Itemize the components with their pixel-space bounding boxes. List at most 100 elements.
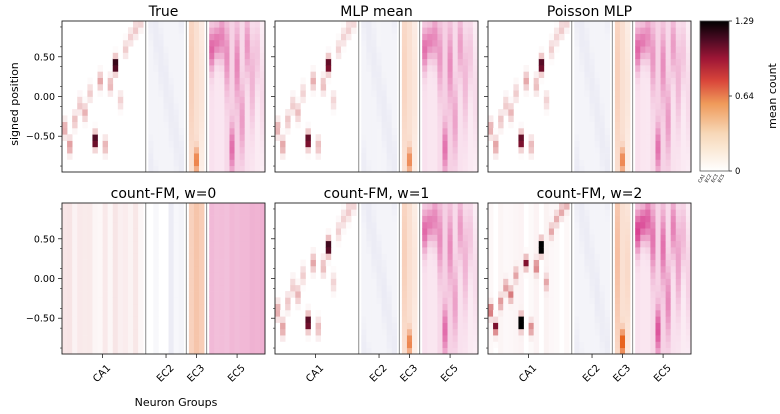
heatmap-cell <box>361 127 367 135</box>
heatmap-cell <box>680 253 687 260</box>
heatmap-cell <box>640 159 646 167</box>
heatmap-cell <box>133 278 139 286</box>
heatmap-cell <box>361 341 367 349</box>
heatmap-cell <box>655 102 661 110</box>
heatmap-cell <box>214 127 220 135</box>
heatmap-cell <box>442 140 448 148</box>
heatmap-cell <box>92 221 98 229</box>
heatmap-cell <box>209 39 215 47</box>
heatmap-cell <box>295 297 301 305</box>
heatmap-cell <box>275 127 281 135</box>
heatmap-cell <box>528 265 535 273</box>
heatmap-cell <box>391 159 398 167</box>
heatmap-cell <box>645 209 651 216</box>
heatmap-cell <box>645 71 651 78</box>
heatmap-cell <box>406 90 413 97</box>
heatmap-cell <box>412 341 418 349</box>
heatmap-cell <box>604 240 611 248</box>
heatmap-cell <box>604 259 611 267</box>
heatmap-cell <box>214 146 220 154</box>
heatmap-cell <box>168 83 174 91</box>
heatmap-cell <box>467 33 474 41</box>
heatmap-cell <box>351 203 357 210</box>
heatmap-cell <box>655 96 661 104</box>
heatmap-cell <box>625 146 631 154</box>
heatmap-cell <box>153 39 159 47</box>
heatmap-cell <box>219 102 225 110</box>
heatmap-cell <box>422 240 428 248</box>
heatmap-cell <box>168 77 174 85</box>
heatmap-cell <box>467 247 474 254</box>
heatmap-cell <box>219 303 225 311</box>
heatmap-cell <box>660 65 666 72</box>
heatmap-cell <box>406 71 413 78</box>
heatmap-cell <box>564 297 570 305</box>
heatmap-cell <box>173 77 180 85</box>
heatmap-cell <box>665 203 672 210</box>
heatmap-cell <box>361 134 367 141</box>
heatmap-cell <box>72 272 78 279</box>
heatmap-cell <box>640 27 646 34</box>
heatmap-cell <box>422 159 428 167</box>
heatmap-cell <box>625 127 631 135</box>
heatmap-cell <box>619 203 626 210</box>
heatmap-cell <box>102 297 109 305</box>
heatmap-cell <box>614 316 621 323</box>
heatmap-cell <box>675 165 682 173</box>
heatmap-cell <box>518 316 524 323</box>
heatmap-cell <box>564 347 570 355</box>
heatmap-cell <box>503 259 509 267</box>
heatmap-cell <box>148 121 154 129</box>
heatmap-cell <box>543 316 550 323</box>
heatmap-cell <box>148 127 154 135</box>
heatmap-cell <box>472 21 479 28</box>
heatmap-cell <box>645 272 651 279</box>
heatmap-cell <box>432 316 438 323</box>
heatmap-cell <box>239 322 246 330</box>
heatmap-cell <box>594 253 600 260</box>
heatmap-cell <box>199 46 205 53</box>
heatmap-cell <box>401 109 408 116</box>
heatmap-cell <box>680 121 687 129</box>
heatmap-cell <box>122 303 129 311</box>
heatmap-cell <box>153 278 159 286</box>
heatmap-cell <box>259 303 266 311</box>
heatmap-cell <box>432 265 438 273</box>
heatmap-cell <box>518 146 524 154</box>
heatmap-cell <box>224 265 230 273</box>
heatmap-cell <box>462 221 469 229</box>
heatmap-cell <box>655 203 661 210</box>
heatmap-cell <box>422 153 428 160</box>
heatmap-cell <box>224 291 230 298</box>
heatmap-cell <box>503 284 509 292</box>
heatmap-cell <box>168 272 174 279</box>
heatmap-cell <box>614 115 621 123</box>
heatmap-cell <box>564 215 570 223</box>
heatmap-cell <box>214 316 220 323</box>
heatmap-cell <box>224 272 230 279</box>
heatmap-cell <box>214 297 220 305</box>
heatmap-cell <box>645 52 651 60</box>
heatmap-cell <box>614 77 621 85</box>
heatmap-cell <box>619 21 626 28</box>
heatmap-cell <box>381 39 387 47</box>
heatmap-cell <box>528 203 535 210</box>
heatmap-cell <box>675 316 682 323</box>
heatmap-cell <box>67 134 73 141</box>
heatmap-cell <box>102 203 109 210</box>
heatmap-cell <box>447 322 453 330</box>
heatmap-cell <box>427 83 433 91</box>
heatmap-cell <box>259 146 266 154</box>
heatmap-cell <box>138 259 144 267</box>
heatmap-cell <box>604 127 611 135</box>
heatmap-cell <box>457 52 464 60</box>
heatmap-cell <box>259 27 266 34</box>
heatmap-cell <box>619 284 626 292</box>
heatmap-cell <box>604 215 611 223</box>
heatmap-cell <box>224 253 230 260</box>
heatmap-cell <box>254 297 261 305</box>
heatmap-cell <box>447 309 453 317</box>
heatmap-cell <box>133 341 139 349</box>
heatmap-cell <box>670 240 677 248</box>
heatmap-cell <box>518 209 524 216</box>
